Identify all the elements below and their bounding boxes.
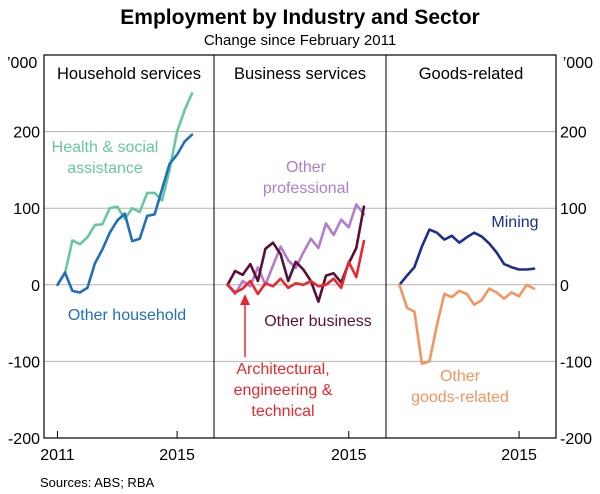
y-tick-right-neg100: -100 bbox=[560, 354, 592, 371]
panel-title-0: Household services bbox=[57, 65, 201, 83]
plot-frame bbox=[43, 54, 557, 439]
plot-area: -200 -200 -100 -100 0 0 100 100 200 200 Household … bbox=[8, 54, 592, 464]
panel-title-1: Business services bbox=[234, 65, 366, 83]
series-label-health-social-assistance: Health & social assistance bbox=[52, 139, 159, 177]
chart-subtitle: Change since February 2011 bbox=[204, 32, 396, 49]
x-tick-label-0-0: 2011 bbox=[40, 447, 75, 464]
y-tick-right-0: 0 bbox=[560, 278, 569, 295]
panel-title-2: Goods-related bbox=[419, 65, 524, 83]
series-line-other-household bbox=[56, 133, 194, 294]
series-line-mining bbox=[398, 228, 536, 287]
series-line-architectural-engineering-technical bbox=[226, 239, 366, 296]
source-note: Sources: ABS; RBA bbox=[40, 475, 154, 490]
series-label-mining: Mining bbox=[491, 214, 538, 231]
y-tick-left-0: 0 bbox=[31, 278, 40, 295]
series-label-other-business: Other business bbox=[264, 313, 372, 330]
series-label-other-professional: Other professional bbox=[263, 159, 349, 197]
x-tick-label-1-0: 2015 bbox=[331, 447, 367, 464]
series-line-health-social-assistance bbox=[56, 92, 194, 287]
series-label-architectural-engineering-technical: Architectural, engineering & technical bbox=[234, 361, 333, 420]
y-tick-left-200: 200 bbox=[13, 125, 40, 142]
y-tick-right-200: 200 bbox=[560, 125, 587, 142]
y-unit-left: ’000 bbox=[7, 55, 37, 72]
chart-title: Employment by Industry and Sector bbox=[120, 6, 479, 29]
y-tick-left-neg200: -200 bbox=[8, 431, 40, 448]
series-line-other-goods-related bbox=[398, 283, 536, 366]
series-line-other-professional bbox=[226, 203, 366, 296]
y-unit-right: ’000 bbox=[563, 55, 593, 72]
y-tick-right-100: 100 bbox=[560, 201, 587, 218]
series-label-other-goods-related: Other goods-related bbox=[411, 368, 509, 406]
x-tick-label-0-1: 2015 bbox=[159, 447, 195, 464]
y-tick-left-100: 100 bbox=[13, 201, 40, 218]
series-line-other-business bbox=[226, 205, 366, 304]
x-tick-label-2-0: 2015 bbox=[501, 447, 537, 464]
y-tick-left-neg100: -100 bbox=[8, 354, 40, 371]
series-label-other-household: Other household bbox=[68, 307, 186, 324]
y-tick-right-neg200: -200 bbox=[560, 431, 592, 448]
annotation-arrow-head bbox=[240, 294, 250, 305]
